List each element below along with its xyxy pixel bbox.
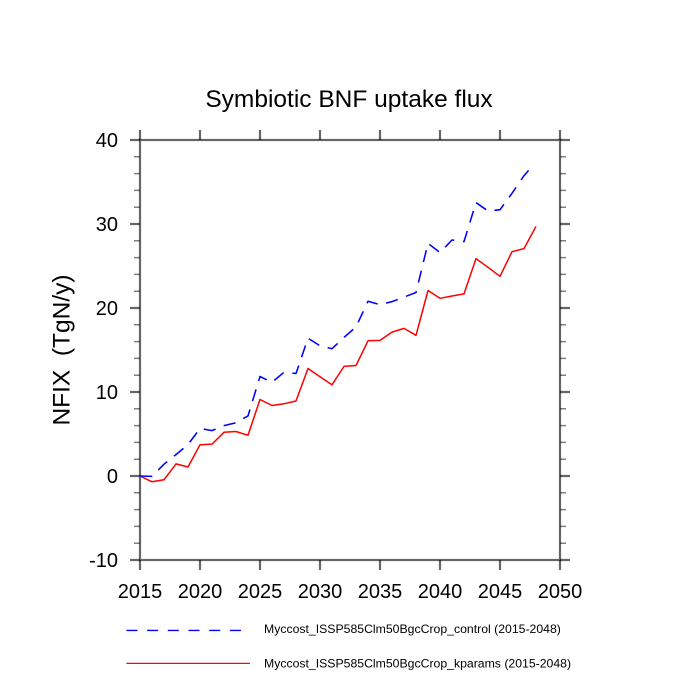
svg-text:2030: 2030	[298, 581, 343, 603]
svg-text:2035: 2035	[358, 581, 403, 603]
svg-text:Myccost_ISSP585Clm50BgcCrop_kp: Myccost_ISSP585Clm50BgcCrop_kparams (201…	[264, 656, 571, 670]
svg-text:NFIX (TgN/y): NFIX (TgN/y)	[49, 274, 76, 425]
svg-text:0: 0	[107, 466, 118, 488]
svg-text:40: 40	[96, 130, 118, 152]
svg-text:2025: 2025	[238, 581, 283, 603]
svg-text:2050: 2050	[538, 581, 583, 603]
svg-text:2040: 2040	[418, 581, 463, 603]
svg-text:Myccost_ISSP585Clm50BgcCrop_co: Myccost_ISSP585Clm50BgcCrop_control (201…	[264, 622, 561, 636]
svg-text:20: 20	[96, 298, 118, 320]
svg-text:Symbiotic BNF uptake flux: Symbiotic BNF uptake flux	[205, 86, 492, 113]
svg-text:2020: 2020	[178, 581, 223, 603]
svg-text:-10: -10	[89, 550, 118, 572]
svg-text:2015: 2015	[118, 581, 163, 603]
svg-text:2045: 2045	[478, 581, 523, 603]
svg-text:10: 10	[96, 382, 118, 404]
svg-text:30: 30	[96, 214, 118, 236]
